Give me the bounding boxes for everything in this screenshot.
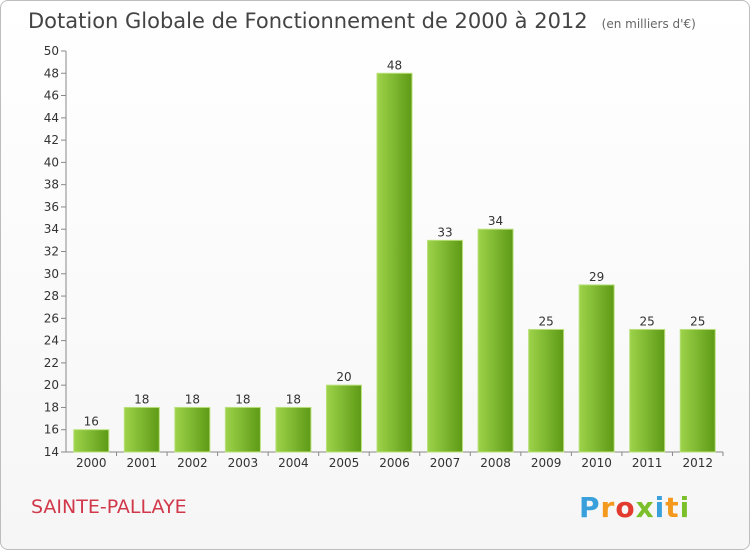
y-tick-label: 50 xyxy=(44,44,59,58)
bar-2009 xyxy=(528,328,565,453)
commune-name: SAINTE-PALLAYE xyxy=(31,496,187,518)
x-tick-label-2008: 2008 xyxy=(480,456,511,470)
data-label-2009: 25 xyxy=(538,314,553,328)
data-label-2012: 25 xyxy=(690,314,705,328)
bar-2006 xyxy=(376,72,413,453)
chart-title-text: Dotation Globale de Fonctionnement de 20… xyxy=(28,9,588,33)
y-tick-label: 28 xyxy=(44,289,59,303)
y-tick-label: 22 xyxy=(44,356,59,370)
bar-2005 xyxy=(325,384,362,453)
y-tick-label: 34 xyxy=(44,222,59,236)
data-label-2007: 33 xyxy=(437,225,452,239)
data-label-2000: 16 xyxy=(84,415,99,429)
bar-2010 xyxy=(578,284,615,453)
x-tick-label-2007: 2007 xyxy=(430,456,461,470)
bar-2002 xyxy=(174,406,211,453)
data-label-2005: 20 xyxy=(336,370,351,384)
proxiti-logo: Proxiti xyxy=(579,491,691,524)
bar-2008 xyxy=(477,228,514,453)
chart-title: Dotation Globale de Fonctionnement de 20… xyxy=(28,9,696,33)
x-tick-label-2011: 2011 xyxy=(632,456,663,470)
y-tick-label: 30 xyxy=(44,267,59,281)
y-tick-label: 14 xyxy=(44,445,59,459)
y-tick-label: 44 xyxy=(44,111,59,125)
y-tick-label: 26 xyxy=(44,311,59,325)
x-tick-label-2009: 2009 xyxy=(531,456,562,470)
data-label-2001: 18 xyxy=(134,392,149,406)
y-tick-label: 48 xyxy=(44,66,59,80)
x-tick-label-2003: 2003 xyxy=(228,456,259,470)
data-label-2011: 25 xyxy=(640,314,655,328)
bar-2007 xyxy=(427,239,464,453)
y-tick-label: 42 xyxy=(44,133,59,147)
x-tick-label-2004: 2004 xyxy=(278,456,309,470)
data-label-2004: 18 xyxy=(286,392,301,406)
y-tick-label: 20 xyxy=(44,378,59,392)
chart-unit: (en milliers d'€) xyxy=(601,17,696,31)
bar-2004 xyxy=(275,406,312,453)
data-label-2006: 48 xyxy=(387,58,402,72)
y-tick-label: 36 xyxy=(44,200,59,214)
bar-2001 xyxy=(123,406,160,453)
data-label-2008: 34 xyxy=(488,214,503,228)
bar-2011 xyxy=(629,328,666,453)
x-tick-label-2000: 2000 xyxy=(76,456,107,470)
data-label-2003: 18 xyxy=(235,392,250,406)
y-tick-label: 24 xyxy=(44,334,59,348)
bar-2003 xyxy=(224,406,261,453)
bar-2000 xyxy=(73,429,110,453)
x-tick-label-2012: 2012 xyxy=(682,456,713,470)
y-tick-label: 38 xyxy=(44,178,59,192)
x-tick-label-2006: 2006 xyxy=(379,456,410,470)
x-tick-label-2010: 2010 xyxy=(581,456,612,470)
y-tick-label: 46 xyxy=(44,89,59,103)
x-tick-label-2002: 2002 xyxy=(177,456,208,470)
x-tick-label-2001: 2001 xyxy=(127,456,158,470)
data-label-2002: 18 xyxy=(185,392,200,406)
y-tick-label: 40 xyxy=(44,155,59,169)
x-tick-label-2005: 2005 xyxy=(329,456,360,470)
y-tick-label: 16 xyxy=(44,423,59,437)
y-tick-label: 18 xyxy=(44,400,59,414)
y-tick-label: 32 xyxy=(44,245,59,259)
bar-2012 xyxy=(679,328,716,453)
data-label-2010: 29 xyxy=(589,270,604,284)
